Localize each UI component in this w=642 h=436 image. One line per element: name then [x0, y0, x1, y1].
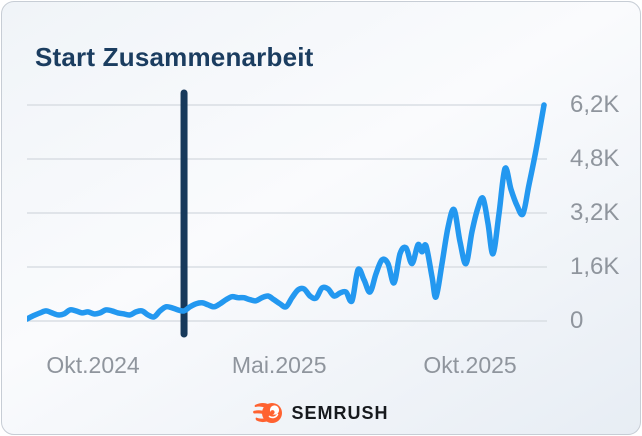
trend-line: [24, 102, 547, 322]
y-axis-tick-label: 1,6K: [570, 253, 620, 280]
plot-svg: [24, 89, 550, 338]
plot-area: [24, 89, 550, 339]
x-axis-tick-label: Mai.2025: [231, 352, 327, 378]
y-axis-tick-label: 4,8K: [570, 145, 620, 172]
y-axis-tick-label: 3,2K: [570, 199, 620, 226]
brand-name: SEMRUSH: [291, 402, 389, 423]
x-axis-tick-label: Okt.2024: [46, 352, 140, 378]
chart-title: Start Zusammenarbeit: [35, 42, 314, 72]
semrush-logo-icon: [253, 402, 283, 423]
x-axis-tick-label: Okt.2025: [423, 352, 517, 378]
brand-footer: SEMRUSH: [2, 396, 640, 430]
y-axis-tick-label: 6,2K: [570, 91, 620, 118]
y-axis-tick-label: 0: [570, 307, 584, 334]
